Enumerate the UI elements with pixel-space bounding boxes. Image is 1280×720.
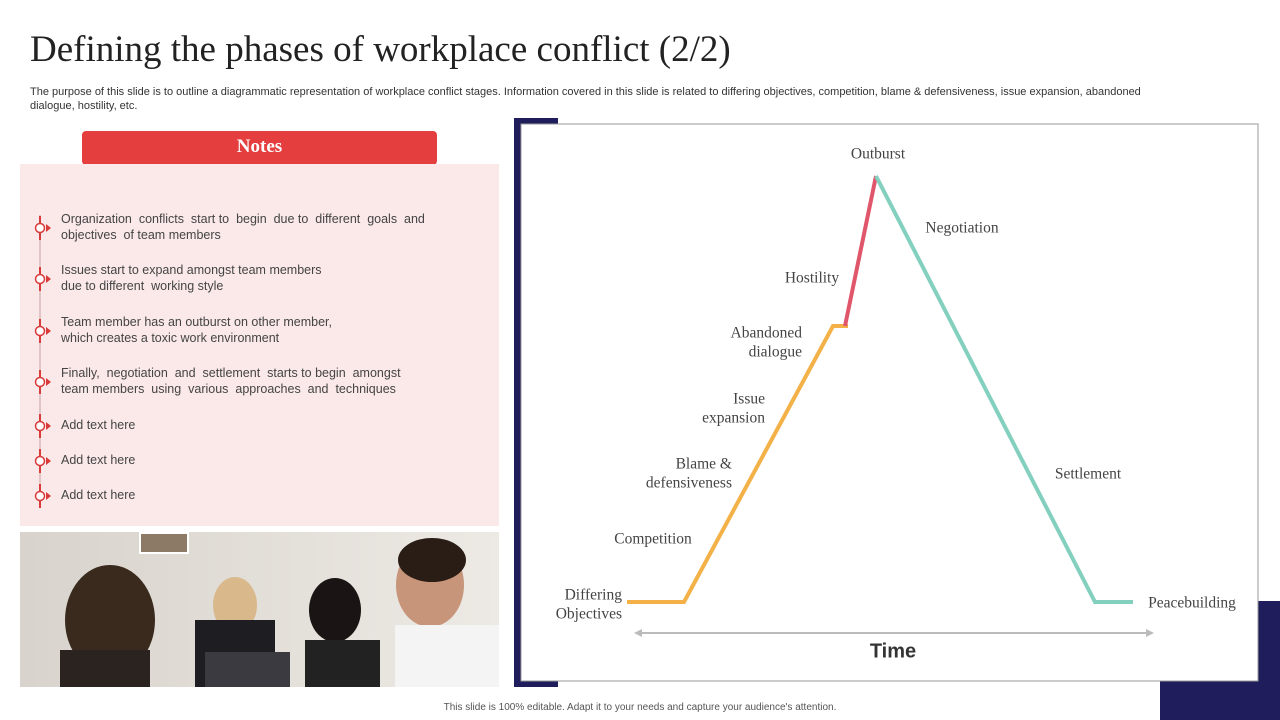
note-text: Add text here	[61, 453, 136, 467]
marker	[34, 273, 46, 285]
phase-label: Peacebuilding	[1148, 595, 1236, 612]
marker-arrow	[46, 457, 51, 465]
arrow-head	[1146, 629, 1154, 637]
marker-arrow	[46, 224, 51, 232]
note-text: which creates a toxic work environment	[61, 331, 280, 345]
phase-label: Differing	[565, 587, 623, 604]
phase-label: Competition	[614, 531, 692, 548]
note-text: due to different working style	[61, 279, 224, 293]
note-text: Finally, negotiation and settlement star…	[61, 366, 401, 380]
phase-label: Outburst	[851, 146, 906, 163]
description: dialogue, hostility, etc.	[30, 100, 138, 112]
axis-label: Time	[870, 640, 916, 662]
photo	[20, 532, 499, 687]
note-text: team members using various approaches an…	[61, 382, 396, 396]
diagram-frame	[520, 123, 1259, 682]
phase-label: Objectives	[556, 606, 622, 623]
marker-arrow	[46, 275, 51, 283]
note-text: Issues start to expand amongst team memb…	[61, 263, 322, 277]
note-text: objectives of team members	[61, 228, 221, 242]
phase-label: Issue	[733, 391, 765, 408]
escalation-line	[627, 324, 848, 604]
note-text: Add text here	[61, 488, 136, 502]
peak-line	[843, 175, 878, 327]
marker	[34, 420, 46, 432]
marker-arrow	[46, 378, 51, 386]
phase-label: expansion	[702, 410, 765, 427]
resolution-line	[874, 175, 1133, 604]
phase-label: defensiveness	[646, 475, 732, 492]
marker	[34, 325, 46, 337]
description: The purpose of this slide is to outline …	[30, 86, 1141, 98]
phase-label: Settlement	[1055, 466, 1122, 483]
marker-arrow	[46, 422, 51, 430]
marker	[34, 376, 46, 388]
marker-arrow	[46, 327, 51, 335]
notes-header	[82, 131, 437, 165]
title: Defining the phases of workplace conflic…	[30, 29, 731, 70]
note-text: Team member has an outburst on other mem…	[61, 315, 332, 329]
marker	[34, 490, 46, 502]
note-text: Add text here	[61, 418, 136, 432]
phase-label: Hostility	[785, 270, 840, 287]
marker-arrow	[46, 492, 51, 500]
marker	[34, 455, 46, 467]
phase-label: dialogue	[749, 344, 802, 361]
phase-label: Blame &	[676, 456, 732, 473]
phase-label: Negotiation	[925, 220, 998, 237]
note-text: Organization conflicts start to begin du…	[61, 212, 425, 226]
notes-heading: Notes	[236, 136, 283, 157]
notes-panel	[20, 164, 499, 526]
footer: This slide is 100% editable. Adapt it to…	[443, 702, 837, 713]
arrow-head	[634, 629, 642, 637]
marker	[34, 222, 46, 234]
phase-label: Abandoned	[731, 325, 803, 342]
